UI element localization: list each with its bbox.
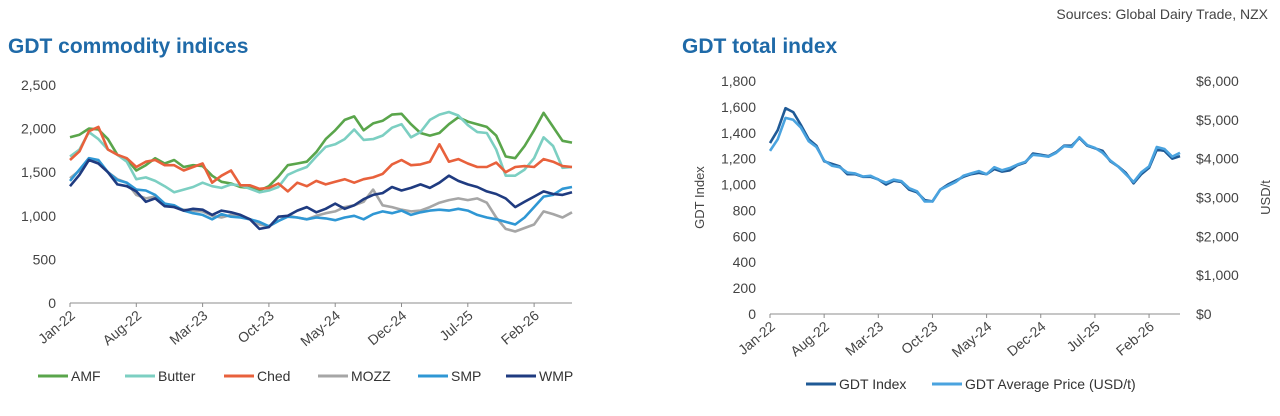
y-tick-label: 1,600 [721, 99, 756, 115]
y-tick-label: 600 [733, 228, 757, 244]
legend-label-wmp: WMP [539, 368, 573, 384]
sources-note: Sources: Global Dairy Trade, NZX [1056, 6, 1268, 22]
x-tick-label: Aug-22 [787, 318, 832, 359]
y-tick-label: 1,000 [721, 177, 756, 193]
x-tick-label: May-24 [297, 307, 343, 349]
y2-tick-label: $4,000 [1196, 151, 1239, 167]
series-line-mozz [69, 156, 573, 233]
y-tick-label: 0 [748, 306, 756, 322]
y2-tick-label: $3,000 [1196, 190, 1239, 206]
y-tick-label: 200 [733, 280, 757, 296]
legend-label-ched: Ched [257, 368, 290, 384]
legend-label-smp: SMP [451, 368, 481, 384]
y-tick-label: 0 [48, 295, 56, 311]
left-chart-title: GDT commodity indices [8, 35, 249, 58]
x-tick-label: Jan-22 [35, 307, 78, 347]
x-tick-label: Jul-25 [436, 307, 476, 344]
y-tick-label: 400 [733, 254, 757, 270]
y2-tick-label: $0 [1196, 306, 1212, 322]
y-tick-label: 500 [33, 251, 57, 267]
series-line-ched [69, 125, 573, 193]
y-tick-label: 1,800 [721, 73, 756, 89]
y2-tick-label: $5,000 [1196, 112, 1239, 128]
series-line-smp [69, 156, 573, 228]
x-tick-label: Feb-26 [1113, 318, 1157, 359]
chart-2: 0 200 400 600 800 1,000 1,200 1,400 1,600 1,800 $0… [692, 73, 1273, 392]
x-tick-label: May-24 [948, 318, 994, 360]
x-tick-label: Oct-23 [898, 318, 941, 357]
x-tick-label: Oct-23 [234, 307, 277, 346]
y2-tick-label: $1,000 [1196, 267, 1239, 283]
legend-label-mozz: MOZZ [351, 368, 391, 384]
series-line-butter [69, 110, 573, 194]
y2-tick-label: $2,000 [1196, 228, 1239, 244]
x-tick-label: Dec-24 [1004, 318, 1049, 359]
y-axis-title: GDT Index [692, 166, 707, 229]
x-tick-label: Aug-22 [99, 307, 144, 348]
y-tick-label: 2,500 [21, 77, 56, 93]
y2-tick-label: $6,000 [1196, 73, 1239, 89]
x-tick-label: Mar-23 [842, 318, 886, 359]
y-tick-label: 1,500 [21, 164, 56, 180]
y-tick-label: 2,000 [21, 121, 56, 137]
x-tick-label: Jul-25 [1063, 318, 1103, 355]
y2-axis-title: USD/t [1258, 180, 1273, 215]
y-tick-label: 1,400 [721, 125, 756, 141]
legend-label-amf: AMF [71, 368, 101, 384]
y-tick-label: 800 [733, 202, 757, 218]
chart-1: 0 500 1,000 1,500 2,000 2,500 Jan-22 Aug-22 Mar-… [21, 77, 573, 384]
series-line-wmp [69, 158, 573, 231]
x-tick-label: Mar-23 [166, 307, 210, 348]
right-chart-title: GDT total index [682, 35, 838, 58]
y-tick-label: 1,200 [721, 151, 756, 167]
x-tick-label: Dec-24 [365, 307, 410, 348]
y-tick-label: 1,000 [21, 208, 56, 224]
series-line-gdt-average-price-usd-t [768, 116, 1181, 203]
x-tick-label: Jan-22 [735, 318, 778, 358]
legend-label-gdt-index: GDT Index [839, 376, 906, 392]
series-line-gdt-index [768, 106, 1181, 203]
legend-label-butter: Butter [158, 368, 196, 384]
x-tick-label: Feb-26 [498, 307, 542, 348]
legend-label-gdt-average-price-usd-t: GDT Average Price (USD/t) [965, 376, 1136, 392]
